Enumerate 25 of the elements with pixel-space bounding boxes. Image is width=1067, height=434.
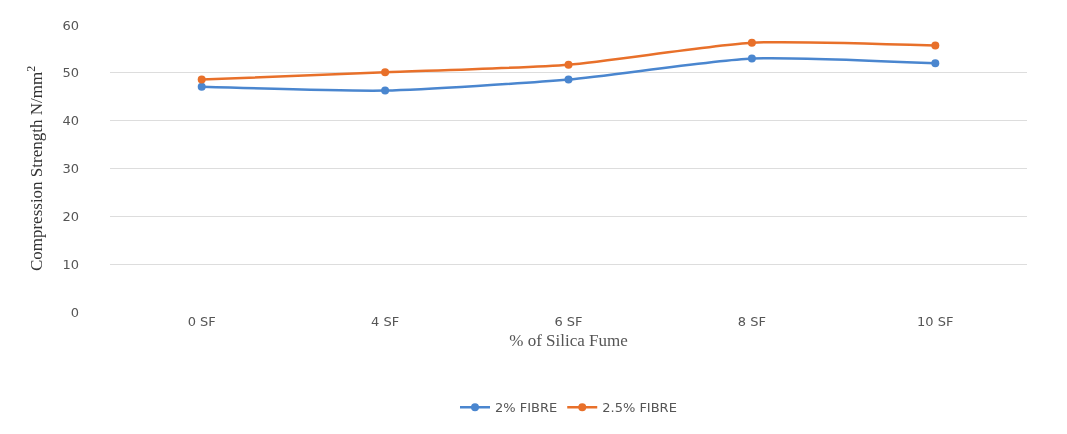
y-tick-label: 30 (62, 161, 79, 177)
x-tick-label: 6 SF (554, 314, 583, 329)
y-tick-label: 0 (70, 304, 79, 320)
point (747, 54, 756, 63)
x-tick-label: 4 SF (371, 314, 400, 329)
x-tick-label: 10 SF (917, 314, 954, 329)
x-tick-label: 8 SF (737, 314, 766, 329)
point (931, 59, 940, 68)
point (197, 82, 206, 91)
point (747, 38, 756, 47)
legend-label: 2.5% FIBRE (602, 400, 677, 416)
point (564, 60, 573, 69)
x-axis-title: % of Silica Fume (509, 331, 628, 351)
y-tick-label: 10 (62, 256, 79, 272)
y-tick-label: 40 (62, 113, 79, 129)
legend-label: 2% FIBRE (495, 400, 558, 416)
point (381, 86, 390, 95)
point (931, 41, 940, 50)
point (381, 68, 390, 77)
y-tick-label: 60 (62, 17, 79, 33)
point (564, 75, 573, 84)
point (197, 75, 206, 84)
y-tick-label: 20 (62, 208, 79, 224)
x-tick-label: 0 SF (187, 314, 216, 329)
y-tick-label: 50 (62, 65, 79, 81)
